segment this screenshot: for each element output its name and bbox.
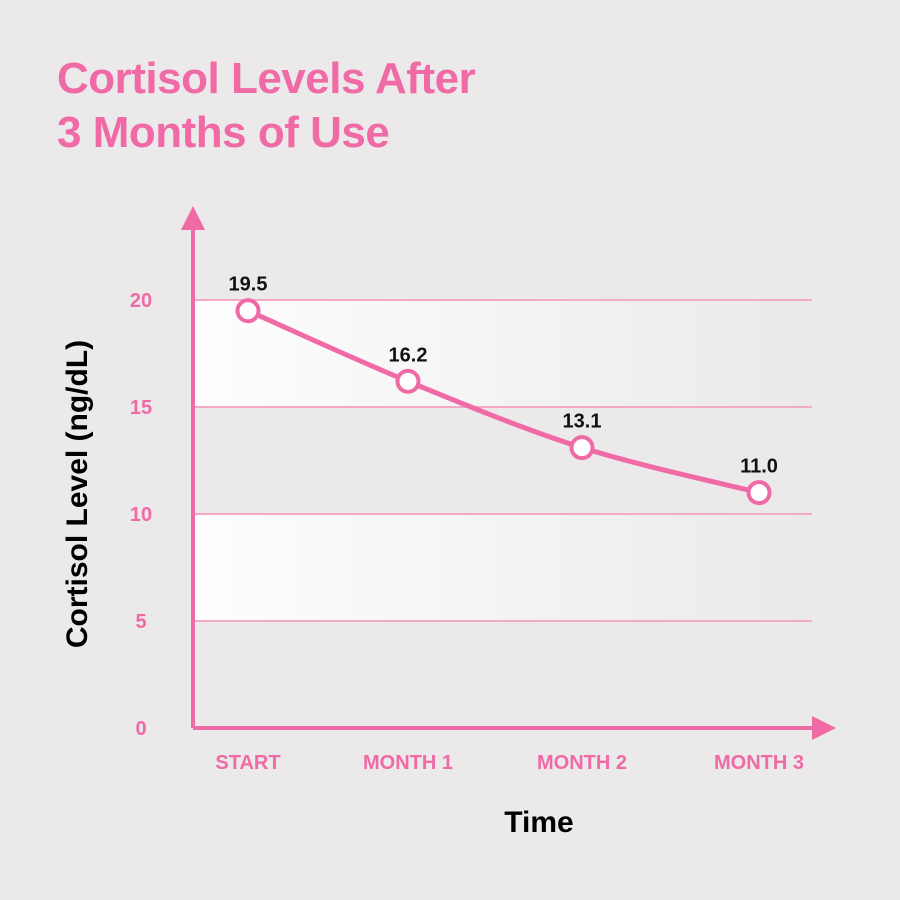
series — [245, 308, 762, 496]
plot-band-2 — [193, 514, 812, 621]
data-point-1 — [235, 298, 261, 324]
x-tick-labels: START MONTH 1 MONTH 2 MONTH 3 — [215, 752, 804, 774]
chart-title-line-2: 3 Months of Use — [57, 108, 390, 157]
x-tick-label-1: START — [215, 752, 280, 774]
plot-band-1 — [193, 300, 812, 407]
data-points — [235, 298, 772, 506]
y-axis-title: Cortisol Level (ng/dL) — [61, 340, 94, 648]
axes — [181, 206, 836, 740]
plot-bands — [193, 300, 812, 621]
x-axis-arrow-icon — [812, 716, 836, 740]
chart-title: Cortisol Levels After 3 Months of Use — [57, 52, 476, 160]
y-tick-label-10: 10 — [130, 504, 152, 526]
x-tick-label-2: MONTH 1 — [363, 752, 453, 774]
y-tick-label-5: 5 — [135, 611, 146, 633]
chart-title-line-1: Cortisol Levels After — [57, 54, 476, 103]
data-label-1: 19.5 — [229, 274, 268, 296]
gridlines — [193, 299, 812, 622]
y-tick-label-15: 15 — [130, 397, 152, 419]
data-labels: 19.5 16.2 13.1 11.0 — [229, 274, 778, 478]
x-tick-label-4: MONTH 3 — [714, 752, 804, 774]
data-label-4: 11.0 — [740, 456, 778, 478]
data-point-4 — [746, 480, 772, 506]
x-tick-label-3: MONTH 2 — [537, 752, 627, 774]
y-tick-labels: 0 5 10 15 20 — [130, 290, 152, 740]
data-point-2 — [395, 368, 421, 394]
y-axis-arrow-icon — [181, 206, 205, 230]
series-line-cortisol — [245, 308, 762, 496]
data-point-3 — [569, 435, 595, 461]
data-label-2: 16.2 — [389, 344, 428, 366]
data-label-3: 13.1 — [563, 411, 602, 433]
x-axis-title: Time — [504, 806, 573, 839]
y-tick-label-20: 20 — [130, 290, 152, 312]
y-tick-label-0: 0 — [135, 718, 146, 740]
